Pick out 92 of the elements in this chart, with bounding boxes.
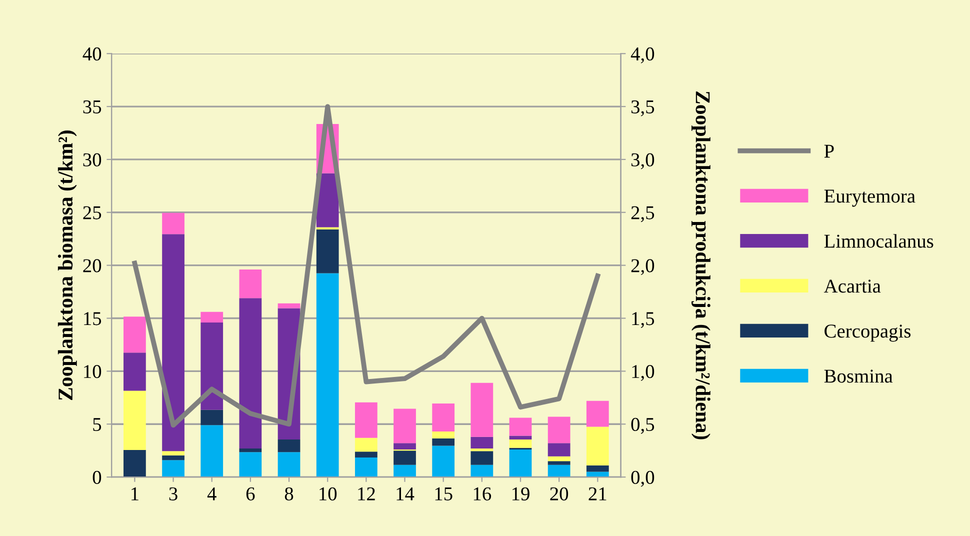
y2-tick-label: 2,0 [631, 259, 654, 276]
x-tick-label: 6 [246, 487, 255, 500]
bar [200, 312, 224, 322]
bar [278, 452, 300, 478]
bar [278, 303, 300, 308]
y-tick-label: 40 [82, 47, 102, 61]
y-axis-title: Zooplanktona biomasa (t/km²) [58, 130, 77, 400]
y2-tick-label: 3,5 [631, 100, 654, 116]
bar [239, 298, 262, 448]
bar [394, 408, 416, 444]
y-tick-label: 5 [93, 418, 102, 432]
bar [548, 464, 570, 478]
y2-tick-label: 1,0 [632, 364, 654, 381]
bar [548, 461, 570, 465]
bar [124, 316, 146, 353]
bar [509, 418, 532, 436]
legend-label: Cercopagis [824, 324, 911, 342]
x-tick-label: 15 [435, 487, 452, 500]
bar [470, 436, 494, 448]
bar [354, 438, 378, 452]
bar [124, 450, 146, 478]
bar [239, 270, 262, 298]
y-tick-label: 25 [83, 206, 102, 220]
y-tick-label: 10 [84, 364, 102, 378]
y-tick-label: 20 [83, 259, 102, 272]
bar [200, 410, 224, 426]
y2-tick-label: 2,5 [631, 206, 654, 222]
x-tick-label: 21 [588, 487, 606, 500]
legend-label: Acartia [824, 280, 881, 293]
bar [509, 450, 532, 478]
bar [586, 472, 609, 478]
bar [470, 451, 494, 465]
x-tick-label: 12 [358, 487, 375, 500]
bar [470, 464, 494, 478]
bar [470, 448, 494, 452]
bar [316, 229, 339, 274]
x-tick-label: 8 [284, 487, 294, 500]
bar [124, 390, 146, 450]
bar [124, 352, 146, 391]
x-tick-label: 20 [550, 487, 568, 500]
bar [432, 403, 455, 432]
bar [470, 382, 494, 437]
y-tick-label: 15 [84, 312, 102, 326]
bar [200, 425, 224, 478]
bar [354, 457, 378, 478]
x-tick-label: 4 [207, 487, 216, 500]
bar [394, 450, 416, 465]
bar [394, 443, 416, 450]
bar [432, 446, 455, 478]
x-tick-label: 19 [512, 487, 530, 500]
legend-label: P [824, 144, 834, 158]
bar [548, 443, 570, 456]
bar [548, 416, 570, 444]
bar [354, 402, 378, 438]
bar [162, 451, 184, 456]
y-tick-label: 35 [83, 100, 102, 114]
y2-tick-label: 4,0 [630, 47, 654, 64]
x-tick-label: 10 [320, 487, 337, 500]
bar [162, 455, 184, 460]
bar [162, 234, 184, 452]
bar [239, 448, 262, 452]
bar [586, 400, 609, 427]
x-tick-label: 3 [169, 487, 178, 500]
y2-tick-label: 1,5 [632, 312, 654, 328]
y2-tick-label: 0,0 [631, 470, 654, 487]
bar [162, 212, 184, 234]
x-tick-label: 16 [474, 487, 492, 500]
bar [432, 438, 455, 446]
bar [316, 273, 339, 478]
bar [509, 439, 532, 448]
bar [162, 460, 184, 478]
bar [509, 436, 532, 440]
x-tick-label: 14 [396, 487, 414, 500]
bar [586, 426, 609, 466]
bar [278, 439, 300, 452]
x-tick-label: 1 [132, 487, 138, 500]
bar [586, 465, 609, 472]
y2-tick-label: 3,0 [631, 153, 654, 170]
y2-tick-label: 0,5 [631, 418, 654, 434]
legend-label: Limnocalanus [824, 234, 934, 248]
bar [394, 464, 416, 478]
y-tick-label: 0 [92, 470, 102, 484]
line-series [132, 104, 600, 428]
legend-label: Bosmina [824, 370, 893, 383]
bar [354, 452, 378, 458]
bar [548, 456, 570, 462]
y-tick-label: 30 [83, 153, 102, 166]
y2-axis-title: Zooplanktona produkcija (t/km²/diena) [691, 91, 710, 440]
bar [239, 452, 262, 478]
bar [432, 432, 455, 438]
legend-label: Eurytemora [824, 190, 916, 207]
bar [200, 322, 224, 410]
